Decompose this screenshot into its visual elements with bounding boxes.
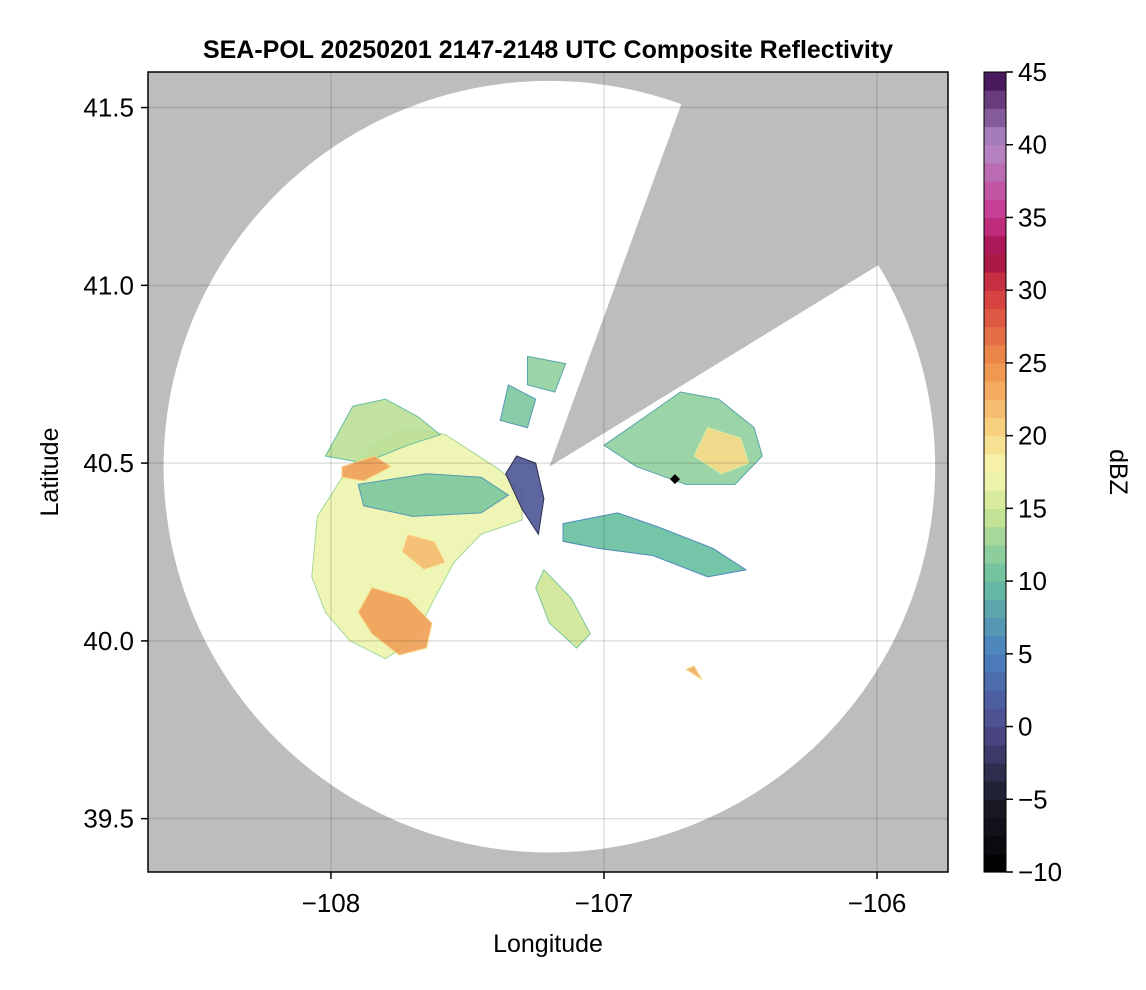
colorbar-swatch: [984, 817, 1006, 837]
y-tick-label: 41.5: [83, 93, 134, 123]
colorbar: −10 −5 0 5 10 15 20 25 30 35 40 45 dBZ: [983, 57, 1132, 887]
colorbar-swatch: [984, 217, 1006, 237]
x-tick-label: −108: [302, 888, 361, 918]
y-tick-label: 39.5: [83, 804, 134, 834]
colorbar-swatch: [984, 417, 1006, 437]
colorbar-swatch: [984, 199, 1006, 219]
grid-lines: [148, 72, 948, 872]
y-tick-label: 40.0: [83, 626, 134, 656]
reflectivity-echoes: [311, 355, 763, 681]
colorbar-tick-label: 5: [1018, 639, 1032, 669]
colorbar-swatch: [984, 362, 1006, 382]
colorbar-tick-label: −5: [1018, 784, 1048, 814]
reflectivity-echo: [684, 665, 703, 681]
colorbar-swatch: [984, 672, 1006, 691]
colorbar-swatch: [984, 690, 1006, 709]
colorbar-swatch: [984, 290, 1006, 309]
colorbar-swatch: [984, 508, 1006, 528]
colorbar-swatch: [984, 381, 1006, 400]
colorbar-swatch: [984, 781, 1006, 800]
colorbar-swatch: [984, 399, 1006, 419]
colorbar-swatch: [984, 435, 1006, 455]
colorbar-swatch: [984, 308, 1006, 328]
plot-frame: [147, 71, 949, 873]
reflectivity-echo: [341, 455, 392, 482]
reflectivity-echo: [527, 355, 567, 393]
colorbar-swatch: [984, 581, 1006, 600]
colorbar-tick-label: −10: [1018, 857, 1062, 887]
colorbar-tick-label: 10: [1018, 566, 1047, 596]
x-axis: −108 −107 −106: [302, 872, 907, 918]
colorbar-swatch: [984, 708, 1006, 728]
reflectivity-echo: [499, 384, 537, 429]
colorbar-swatch: [984, 126, 1006, 146]
colorbar-swatch: [984, 326, 1006, 346]
colorbar-tick-label: 0: [1018, 712, 1032, 742]
colorbar-swatch: [984, 562, 1006, 582]
colorbar-swatch: [984, 799, 1006, 819]
colorbar-swatch: [984, 181, 1006, 200]
colorbar-swatches: [984, 72, 1006, 873]
colorbar-swatch: [984, 235, 1006, 255]
colorbar-swatch: [984, 544, 1006, 564]
reflectivity-echo: [562, 512, 748, 578]
colorbar-swatch: [984, 762, 1006, 782]
y-tick-label: 40.5: [83, 448, 134, 478]
colorbar-ticks: −10 −5 0 5 10 15 20 25 30 35 40 45: [1006, 57, 1062, 887]
colorbar-swatch: [984, 617, 1006, 637]
colorbar-swatch: [984, 90, 1006, 109]
x-tick-label: −107: [575, 888, 634, 918]
colorbar-swatch: [984, 253, 1006, 273]
colorbar-swatch: [984, 144, 1006, 164]
colorbar-swatch: [984, 453, 1006, 473]
colorbar-tick-label: 25: [1018, 348, 1047, 378]
colorbar-swatch: [984, 490, 1006, 509]
reflectivity-echo: [401, 533, 447, 571]
colorbar-tick-label: 30: [1018, 275, 1047, 305]
colorbar-swatch: [984, 344, 1006, 364]
colorbar-swatch: [984, 635, 1006, 655]
y-tick-label: 41.0: [83, 270, 134, 300]
colorbar-swatch: [984, 108, 1006, 128]
radar-coverage-disk: [163, 80, 936, 853]
colorbar-swatch: [984, 653, 1006, 673]
plot-area: [147, 71, 949, 873]
colorbar-swatch: [984, 72, 1006, 91]
y-axis: 39.5 40.0 40.5 41.0 41.5: [83, 93, 148, 834]
colorbar-swatch: [984, 162, 1006, 182]
reflectivity-echo: [535, 568, 591, 649]
colorbar-swatch: [984, 835, 1006, 855]
colorbar-frame: [983, 71, 1007, 873]
reflectivity-echo: [357, 473, 510, 517]
colorbar-tick-label: 45: [1018, 57, 1047, 87]
colorbar-label: dBZ: [1104, 449, 1132, 495]
colorbar-tick-label: 40: [1018, 130, 1047, 160]
colorbar-swatch: [984, 472, 1006, 491]
reflectivity-echo: [693, 426, 750, 475]
x-tick-label: −106: [848, 888, 907, 918]
colorbar-tick-label: 15: [1018, 493, 1047, 523]
y-axis-label: Latitude: [36, 428, 64, 517]
colorbar-swatch: [984, 853, 1006, 873]
colorbar-tick-label: 35: [1018, 202, 1047, 232]
colorbar-swatch: [984, 272, 1006, 291]
reflectivity-echo: [505, 455, 545, 536]
colorbar-swatch: [984, 526, 1006, 546]
reflectivity-echo: [357, 587, 433, 656]
colorbar-swatch: [984, 599, 1006, 619]
colorbar-swatch: [984, 726, 1006, 746]
colorbar-swatch: [984, 744, 1006, 764]
colorbar-tick-label: 20: [1018, 421, 1047, 451]
station-marker-icon: [669, 474, 680, 485]
chart-title: SEA-POL 20250201 2147-2148 UTC Composite…: [203, 36, 893, 64]
x-axis-label: Longitude: [493, 930, 603, 958]
